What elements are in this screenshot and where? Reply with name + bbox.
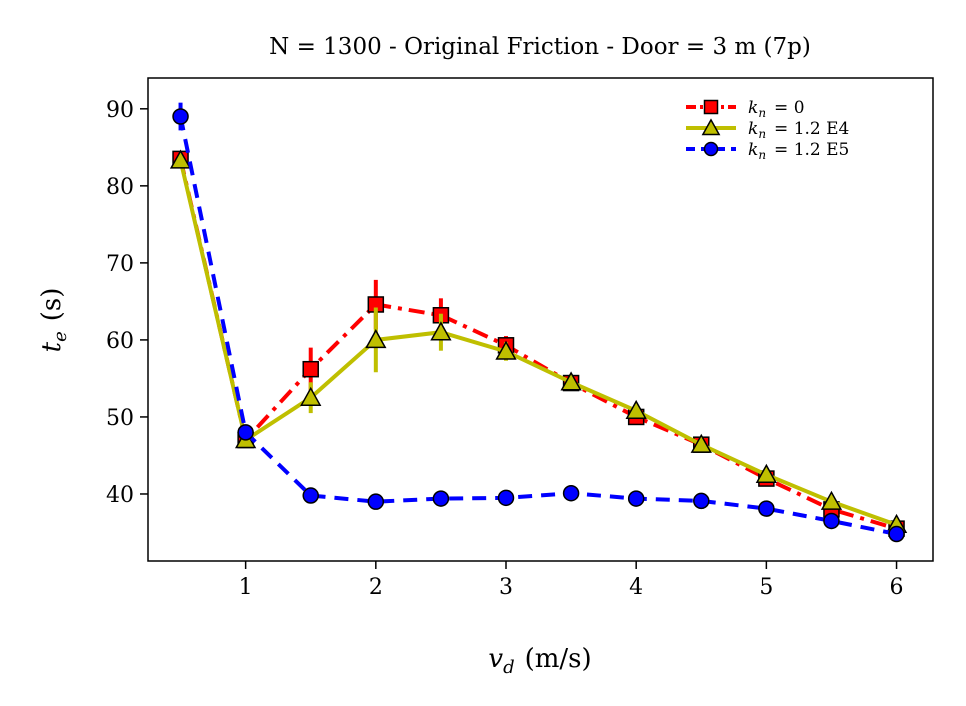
legend-label-var: k (748, 119, 758, 139)
chart-title: N = 1300 - Original Friction - Door = 3 … (269, 34, 811, 60)
data-point (302, 360, 319, 378)
data-point (888, 525, 905, 543)
y-axis-label-sub: e (50, 331, 71, 342)
data-point (365, 328, 387, 349)
legend-label-sub: n (758, 148, 766, 162)
data-point (430, 321, 452, 341)
y-axis-label-var: t (37, 341, 67, 352)
data-point (755, 463, 778, 483)
data-point (820, 490, 843, 510)
legend-label-var: k (748, 98, 758, 118)
data-point (560, 371, 582, 391)
y-tick-label: 80 (106, 175, 134, 200)
data-point (172, 108, 189, 125)
legend-label-sub: n (758, 106, 766, 120)
y-tick-label: 40 (106, 483, 134, 508)
legend-label-sub: n (758, 127, 766, 141)
x-tick-label: 2 (369, 575, 383, 600)
legend-label: kn = 1.2 E5 (748, 140, 849, 162)
x-axis-label-var: v (488, 644, 503, 674)
series-layer (169, 102, 908, 543)
data-point (302, 487, 319, 504)
legend-label-value: = 1.2 E5 (774, 140, 849, 160)
data-point (627, 490, 645, 507)
series-line (178, 158, 898, 531)
x-axis-label-sub: d (503, 657, 515, 678)
y-axis-label-unit: (s) (37, 288, 67, 322)
legend-item: kn = 1.2 E5 (686, 140, 849, 162)
y-tick-label: 90 (106, 98, 134, 123)
plot-frame (147, 77, 934, 562)
plot-area: 1 2 3 4 5 6 40 50 60 70 80 90 (106, 77, 934, 600)
legend-label: kn = 0 (748, 98, 805, 120)
data-point (690, 433, 712, 453)
legend-marker (701, 118, 721, 136)
legend-marker (703, 99, 719, 115)
series-circle (172, 102, 905, 543)
data-point (495, 340, 517, 360)
y-tick-label: 70 (106, 252, 134, 277)
data-point (497, 489, 515, 507)
x-tick-label: 6 (890, 575, 904, 600)
x-tick-label: 3 (499, 575, 513, 600)
y-tick-label: 50 (106, 406, 134, 431)
y-axis-ticks: 40 50 60 70 80 90 (106, 98, 148, 508)
legend-label-value: = 0 (774, 98, 804, 118)
legend-item: kn = 0 (686, 98, 805, 120)
x-axis-ticks: 1 2 3 4 5 6 (239, 561, 904, 600)
series-square (172, 150, 905, 537)
x-tick-label: 1 (239, 575, 253, 600)
legend-label-value: = 1.2 E4 (774, 119, 849, 139)
data-point (432, 490, 450, 507)
data-point (300, 386, 322, 406)
legend-item: kn = 1.2 E4 (686, 118, 849, 141)
series-triangle (169, 149, 908, 534)
data-point (237, 424, 254, 441)
legend-label: kn = 1.2 E4 (748, 119, 849, 141)
data-point (823, 512, 840, 530)
x-axis-label: vd (m/s) (488, 644, 591, 678)
data-point (625, 399, 647, 420)
data-point (758, 500, 775, 517)
x-tick-label: 4 (629, 575, 643, 600)
legend-label-var: k (748, 140, 758, 160)
x-axis-label-unit: (m/s) (525, 644, 592, 674)
series-line (178, 159, 898, 527)
data-point (169, 149, 192, 169)
y-tick-label: 60 (106, 329, 134, 354)
legend-marker (703, 141, 719, 157)
y-axis-label: te (s) (37, 288, 71, 353)
data-point (367, 493, 385, 510)
series-line (178, 116, 897, 536)
data-point (562, 484, 580, 502)
data-point (693, 492, 710, 510)
x-tick-label: 5 (759, 575, 773, 600)
